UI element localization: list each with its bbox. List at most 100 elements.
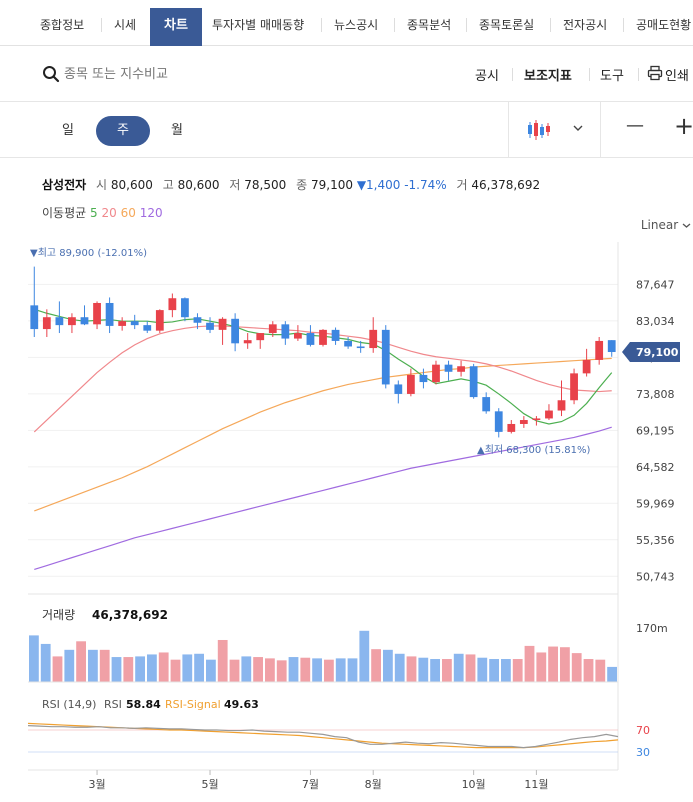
ma120-label: 120 [139, 206, 163, 220]
stock-quote-line: 삼성전자 시 80,600 고 80,600 저 78,500 종 79,100… [42, 176, 540, 193]
candle-body [557, 400, 566, 411]
candle-body [507, 423, 516, 432]
tools-button[interactable]: 도구 [600, 69, 624, 84]
price-tick-label: 87,647 [636, 278, 675, 291]
volume-bar [253, 657, 263, 682]
candle-body [394, 384, 403, 394]
close-value: 79,100 [310, 178, 353, 192]
candle-body [143, 325, 152, 331]
zoom-out-button[interactable]: — [626, 115, 644, 136]
volume-bar [512, 659, 523, 682]
rsi-line [27, 725, 619, 749]
volume-bar [158, 652, 169, 682]
low-annotation: ▲최저 68,300 (15.81%) [477, 444, 590, 456]
volume-bar [324, 659, 334, 682]
chevron-down-icon[interactable] [573, 124, 583, 132]
volume-bar [371, 649, 381, 682]
candle-body [444, 364, 453, 372]
candle-body [570, 373, 578, 401]
chevron-down-icon [682, 223, 691, 228]
price-tick-label: 59,969 [636, 497, 675, 510]
nav-tab-overview[interactable]: 종합정보 [40, 18, 85, 32]
volume-bar [217, 639, 228, 682]
high-value: 80,600 [177, 178, 220, 192]
nav-divider [101, 18, 102, 32]
candle-body [243, 340, 252, 344]
volume-bar [583, 659, 594, 682]
ma60-label: 60 [120, 206, 136, 220]
scale-mode-select[interactable]: Linear [641, 218, 691, 232]
volume-bar [147, 654, 157, 682]
candle-body [218, 318, 227, 330]
volume-bar [135, 656, 145, 682]
tool-divider [589, 68, 590, 81]
print-button[interactable]: 인쇄 [665, 69, 689, 84]
search-icon[interactable] [42, 65, 60, 83]
price-tick-label: 64,582 [636, 461, 675, 474]
candle-body [155, 310, 164, 331]
candle-body [419, 374, 428, 383]
toolbar-divider [600, 102, 601, 158]
rsi-signal-name: RSI-Signal [165, 698, 221, 711]
candlestick-type-icon[interactable] [526, 118, 554, 142]
nav-divider [623, 18, 624, 32]
rsi-signal-value: 49.63 [224, 698, 259, 711]
candle-body [319, 329, 327, 345]
nav-tab-news[interactable]: 뉴스공시 [334, 18, 379, 32]
volume-bar [276, 660, 287, 682]
print-icon[interactable] [647, 65, 663, 81]
volume-bar [111, 657, 122, 682]
volume-bar [300, 657, 311, 682]
nav-divider [550, 18, 551, 32]
zoom-in-button[interactable]: + [674, 112, 693, 140]
volume-bar [206, 659, 216, 682]
change-value: ▼1,400 -1.74% [356, 178, 447, 192]
candle-body [294, 333, 302, 339]
volume-bar [524, 645, 535, 682]
nav-tab-discussion[interactable]: 종목토론실 [479, 18, 535, 32]
indicator-button[interactable]: 보조지표 [524, 69, 572, 84]
volume-bar [76, 641, 86, 682]
ma120-line [34, 426, 612, 571]
ma-label: 이동평균 [42, 206, 87, 220]
period-weekly[interactable]: 주 [96, 116, 150, 146]
high-label: 고 [162, 178, 174, 192]
nav-tab-analysis[interactable]: 종목분석 [407, 18, 452, 32]
period-monthly[interactable]: 월 [171, 123, 183, 138]
rsi-panel-label: RSI (14,9) [42, 698, 96, 711]
candle-body [80, 317, 89, 325]
stock-name: 삼성전자 [42, 178, 87, 192]
candle-body [55, 317, 64, 326]
volume-bar [418, 657, 429, 682]
disclosure-button[interactable]: 공시 [475, 69, 499, 84]
candle-body [344, 340, 352, 347]
volume-bar [477, 657, 488, 682]
nav-divider [466, 18, 467, 32]
nav-tab-short-selling[interactable]: 공매도현황 [636, 18, 692, 32]
open-label: 시 [96, 178, 108, 192]
volume-bar [288, 657, 299, 682]
volume-bar [123, 657, 134, 682]
candle-body [306, 333, 315, 345]
scale-mode-label: Linear [640, 218, 679, 232]
volume-bar [52, 656, 63, 682]
nav-tab-quotes[interactable]: 시세 [114, 18, 137, 32]
ma5-line [34, 308, 613, 425]
nav-tab-chart[interactable]: 차트 [150, 8, 202, 46]
volume-bar [182, 654, 193, 682]
search-input[interactable] [64, 63, 364, 85]
ma20-label: 20 [101, 206, 117, 220]
volume-value: 46,378,692 [471, 178, 541, 192]
volume-bar [453, 653, 464, 682]
nav-divider [321, 18, 322, 32]
period-daily[interactable]: 일 [62, 123, 74, 138]
open-value: 80,600 [110, 178, 153, 192]
nav-tab-investor-trades[interactable]: 투자자별 매매동향 [212, 18, 305, 32]
candle-body [607, 340, 616, 353]
nav-tab-e-disclosure[interactable]: 전자공시 [563, 18, 608, 32]
high-annotation: ▼최고 89,900 (-12.01%) [30, 247, 147, 259]
volume-bar [312, 658, 322, 682]
volume-bar [194, 653, 204, 682]
price-chart[interactable]: 87,64783,03478,42173,80869,19564,58259,9… [0, 242, 693, 802]
volume-bar [607, 666, 617, 682]
